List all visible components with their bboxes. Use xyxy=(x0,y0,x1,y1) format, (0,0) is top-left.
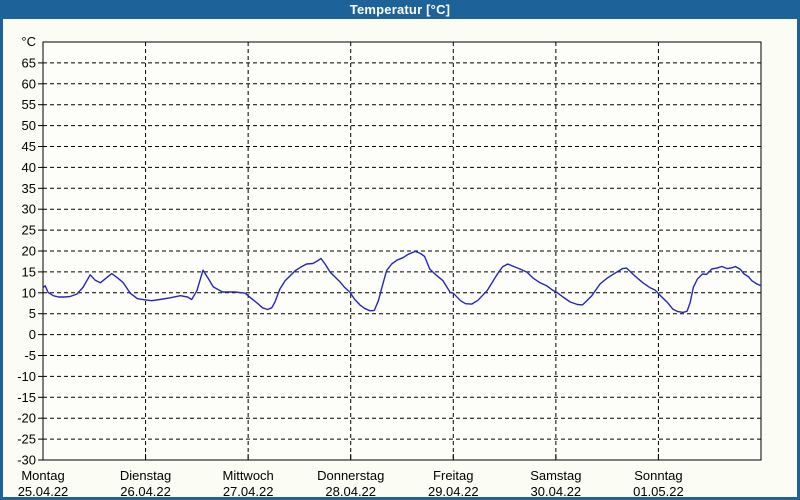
day-date-label: 01.05.22 xyxy=(633,484,684,499)
y-axis-label: 20 xyxy=(22,244,36,259)
y-axis-label: 40 xyxy=(22,160,36,175)
y-axis-label: 50 xyxy=(22,118,36,133)
y-axis-label: 30 xyxy=(22,202,36,217)
day-name-label: Mittwoch xyxy=(222,468,273,483)
y-axis-label: 10 xyxy=(22,285,36,300)
day-name-label: Montag xyxy=(21,468,64,483)
day-date-label: 29.04.22 xyxy=(428,484,479,499)
y-axis-label: -20 xyxy=(17,411,36,426)
y-axis-label: 15 xyxy=(22,264,36,279)
y-axis-label: -15 xyxy=(17,390,36,405)
y-axis-label: 25 xyxy=(22,223,36,238)
day-name-label: Donnerstag xyxy=(317,468,384,483)
day-name-label: Sonntag xyxy=(634,468,682,483)
y-axis-label: -10 xyxy=(17,369,36,384)
window-title: Temperatur [°C] xyxy=(349,2,451,17)
y-axis-label: -25 xyxy=(17,432,36,447)
day-date-label: 26.04.22 xyxy=(120,484,171,499)
day-date-label: 27.04.22 xyxy=(223,484,274,499)
temperature-line xyxy=(42,250,762,314)
window-titlebar: Temperatur [°C] xyxy=(3,2,797,19)
day-date-label: 30.04.22 xyxy=(531,484,582,499)
day-date-label: 25.04.22 xyxy=(18,484,69,499)
day-date-label: 28.04.22 xyxy=(325,484,376,499)
y-axis-label: 65 xyxy=(22,55,36,70)
y-axis-label: 45 xyxy=(22,139,36,154)
day-name-label: Dienstag xyxy=(120,468,171,483)
y-axis-label: -5 xyxy=(24,348,36,363)
day-name-label: Samstag xyxy=(530,468,581,483)
y-axis-label: -30 xyxy=(17,453,36,468)
y-axis-label: 55 xyxy=(22,97,36,112)
y-axis-label: 35 xyxy=(22,181,36,196)
y-axis-unit-label: °C xyxy=(21,34,36,49)
y-axis-label: 60 xyxy=(22,76,36,91)
day-name-label: Freitag xyxy=(433,468,473,483)
y-axis-label: 0 xyxy=(29,327,36,342)
y-axis-label: 5 xyxy=(29,306,36,321)
